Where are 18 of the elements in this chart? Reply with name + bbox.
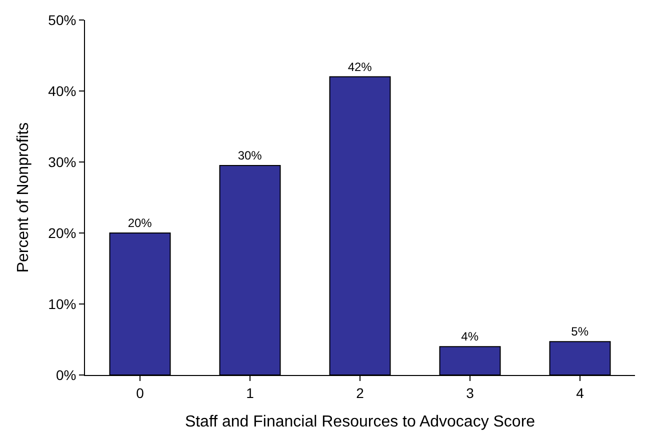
data-label: 20% [128,216,152,230]
y-tick-label: 50% [48,12,76,28]
y-tick-label: 10% [48,296,76,312]
data-label: 4% [461,330,479,344]
x-tick-label: 1 [246,384,254,401]
x-tick-label: 2 [356,384,364,401]
data-label: 5% [571,324,589,339]
x-tick-label: 3 [466,384,474,401]
y-axis-title: Percent of Nonprofits [15,122,32,273]
y-tick-label: 0% [56,366,76,383]
y-tick-label: 40% [48,82,76,99]
data-label: 30% [238,148,262,163]
data-label: 42% [348,60,372,74]
y-tick-label: 20% [48,224,76,241]
x-axis-title: Staff and Financial Resources to Advocacy Score [184,414,536,430]
y-tick-label: 30% [48,154,76,170]
x-tick-label: 4 [576,384,584,401]
x-tick-label: 0 [136,384,144,401]
